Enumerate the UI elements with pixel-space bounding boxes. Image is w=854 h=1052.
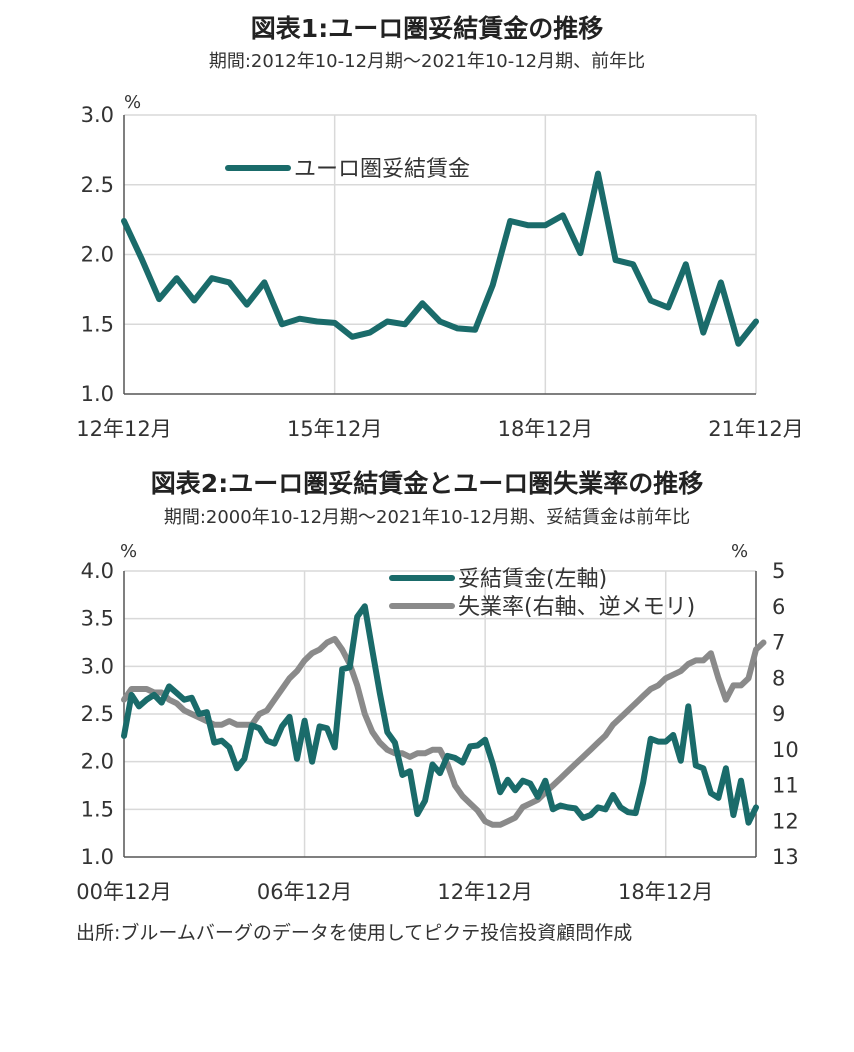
chart2-right-unit: % [731,541,748,562]
chart1-title: 図表1:ユーロ圏妥結賃金の推移 [251,14,603,43]
chart1-grid [124,114,757,394]
chart1-y-unit: % [124,92,141,113]
y-tick-label: 4.0 [81,559,114,583]
wage-line [121,170,759,347]
x-tick-label: 06年12月 [257,880,352,904]
x-tick-label: 18年12月 [618,880,713,904]
y-tick-label-right: 5 [772,559,785,583]
chart2-left-unit: % [120,541,137,562]
y-tick-label: 1.0 [81,382,114,406]
chart2-legend-label-unemployment: 失業率(右軸、逆メモリ) [458,595,695,620]
y-tick-label-right: 6 [772,595,785,619]
y-tick-label-right: 13 [772,845,799,869]
chart1-legend: ユーロ圏妥結賃金 [225,157,470,182]
chart1-y-ticks: 1.0 1.5 2.0 2.5 3.0 [81,103,114,406]
x-tick-label: 18年12月 [498,417,593,441]
chart2-y-ticks-right: 5 6 7 8 9 10 11 12 13 [772,559,799,869]
y-tick-label: 1.0 [81,845,114,869]
x-tick-label: 12年12月 [437,880,532,904]
chart2-grid [124,570,756,857]
y-tick-label: 3.5 [81,607,114,631]
y-tick-label: 2.0 [81,243,114,267]
chart1-legend-label: ユーロ圏妥結賃金 [294,157,470,182]
y-tick-label: 2.0 [81,750,114,774]
chart1-series [121,170,759,347]
y-tick-label: 1.5 [81,797,114,821]
chart2-x-ticks: 00年12月 06年12月 12年12月 18年12月 [76,880,713,904]
y-tick-label: 2.5 [81,702,114,726]
y-tick-label-right: 8 [772,666,785,690]
unemployment-line [121,635,767,828]
y-tick-label-right: 11 [772,774,799,798]
x-tick-label: 00年12月 [76,880,171,904]
chart1-x-ticks: 12年12月 15年12月 18年12月 21年12月 [76,417,803,441]
y-tick-label-right: 10 [772,738,799,762]
y-tick-label-right: 9 [772,702,785,726]
chart2-series [121,603,767,828]
chart2-legend: 妥結賃金(左軸) 失業率(右軸、逆メモリ) [389,567,695,620]
chart2-y-ticks-left: 1.0 1.5 2.0 2.5 3.0 3.5 4.0 [81,559,114,869]
y-tick-label: 1.5 [81,312,114,336]
y-tick-label: 2.5 [81,173,114,197]
chart1-axes [123,115,756,395]
chart1-subtitle: 期間:2012年10-12月期〜2021年10-12月期、前年比 [209,51,645,72]
x-tick-label: 15年12月 [287,417,382,441]
x-tick-label: 21年12月 [708,417,803,441]
x-tick-label: 12年12月 [76,417,171,441]
source-note: 出所:ブルームバーグのデータを使用してピクテ投信投資顧問作成 [76,921,632,944]
y-tick-label: 3.0 [81,654,114,678]
chart2-subtitle: 期間:2000年10-12月期〜2021年10-12月期、妥結賃金は前年比 [164,507,690,528]
chart2-title: 図表2:ユーロ圏妥結賃金とユーロ圏失業率の推移 [151,469,703,498]
wage-line [121,603,759,826]
y-tick-label-right: 7 [772,631,785,655]
y-tick-label: 3.0 [81,103,114,127]
chart2-legend-label-wage: 妥結賃金(左軸) [458,567,607,592]
y-tick-label-right: 12 [772,809,799,833]
